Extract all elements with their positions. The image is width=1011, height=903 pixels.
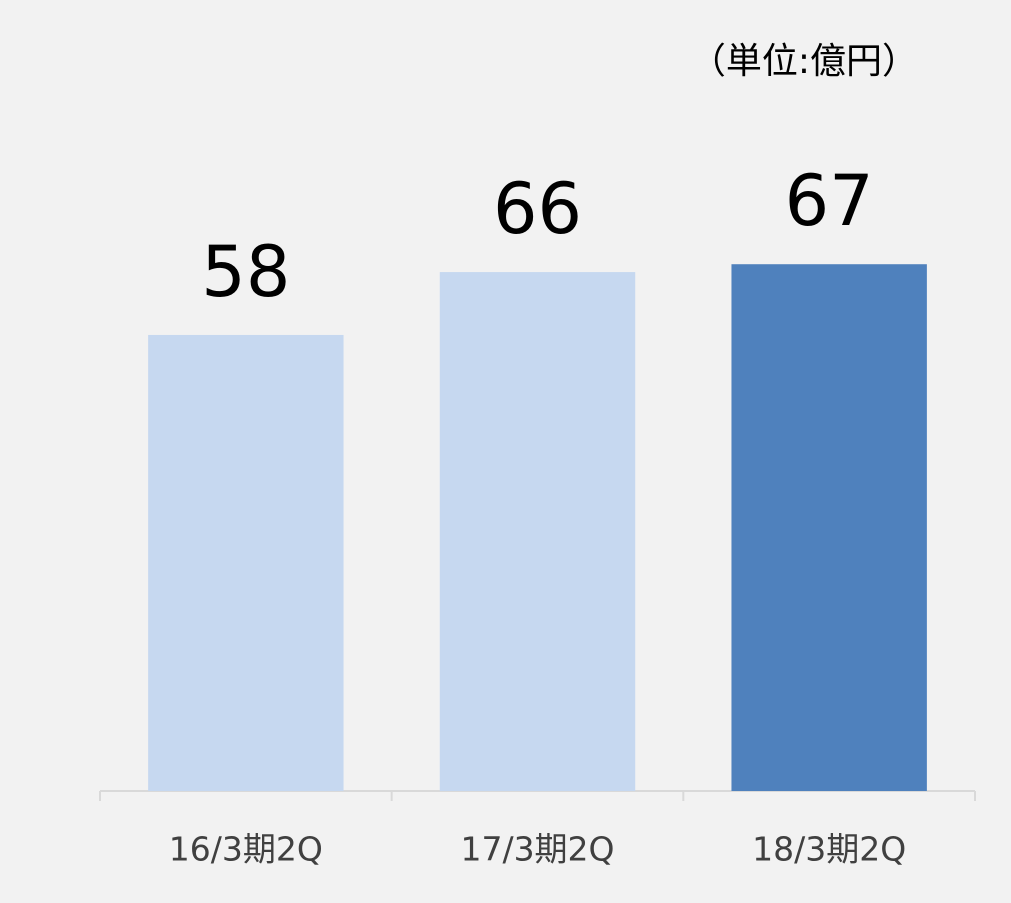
x-tick-label: 17/3期2Q <box>460 830 614 869</box>
unit-label: （単位:億円） <box>690 41 918 82</box>
bar <box>731 264 927 791</box>
value-label: 67 <box>785 160 874 242</box>
value-label: 66 <box>493 168 582 250</box>
bar <box>148 334 344 791</box>
x-tick-label: 18/3期2Q <box>752 830 906 869</box>
value-label: 58 <box>201 231 290 313</box>
bar <box>439 272 636 791</box>
x-tick-label: 16/3期2Q <box>169 830 323 869</box>
